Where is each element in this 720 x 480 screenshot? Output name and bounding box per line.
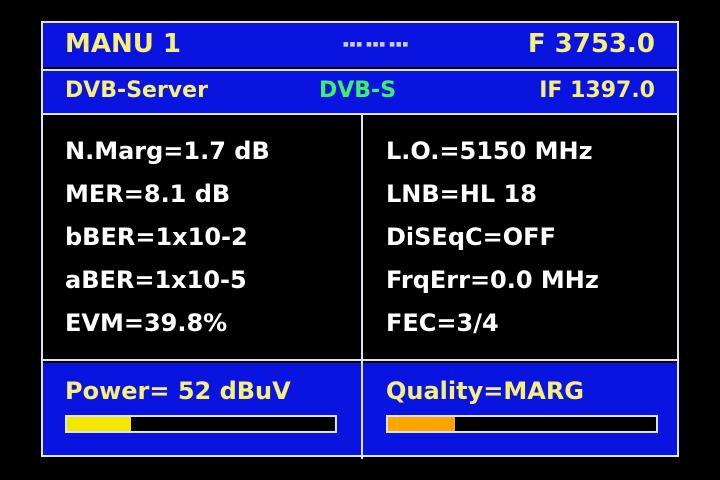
if-value: IF 1397.0 xyxy=(539,78,655,103)
power-bar-fill xyxy=(67,417,132,431)
service-name: DVB-Server xyxy=(65,78,208,103)
param-mer: MER=8.1 dB xyxy=(65,180,231,208)
param-aber: aBER=1x10-5 xyxy=(65,266,247,294)
header-bar: MANU 1 ■■■ ■■■ ■■■ F 3753.0 xyxy=(43,23,677,67)
indicator-dots: ■■■ ■■■ ■■■ xyxy=(343,41,410,48)
parameters-panel: N.Marg=1.7 dB MER=8.1 dB bBER=1x10-2 aBE… xyxy=(43,113,677,361)
param-lo: L.O.=5150 MHz xyxy=(386,137,593,165)
param-nmarg: N.Marg=1.7 dB xyxy=(65,137,270,165)
power-label: Power= 52 dBuV xyxy=(65,377,291,405)
power-bar xyxy=(65,415,337,433)
quality-bar xyxy=(386,415,658,433)
column-divider xyxy=(361,113,363,459)
param-bber: bBER=1x10-2 xyxy=(65,223,248,251)
param-fec: FEC=3/4 xyxy=(386,309,499,337)
standard-label: DVB-S xyxy=(319,78,397,103)
mode-label: MANU 1 xyxy=(65,29,182,59)
frequency-value: F 3753.0 xyxy=(527,29,655,59)
level-panel: Power= 52 dBuV Quality=MARG xyxy=(43,363,677,455)
analyzer-screen: MANU 1 ■■■ ■■■ ■■■ F 3753.0 DVB-Server D… xyxy=(41,21,679,459)
param-lnb: LNB=HL 18 xyxy=(386,180,537,208)
quality-bar-fill xyxy=(388,417,455,431)
param-diseqc: DiSEqC=OFF xyxy=(386,223,556,251)
quality-label: Quality=MARG xyxy=(386,377,584,405)
param-evm: EVM=39.8% xyxy=(65,309,228,337)
param-frqerr: FrqErr=0.0 MHz xyxy=(386,266,599,294)
subheader-bar: DVB-Server DVB-S IF 1397.0 xyxy=(43,69,677,113)
